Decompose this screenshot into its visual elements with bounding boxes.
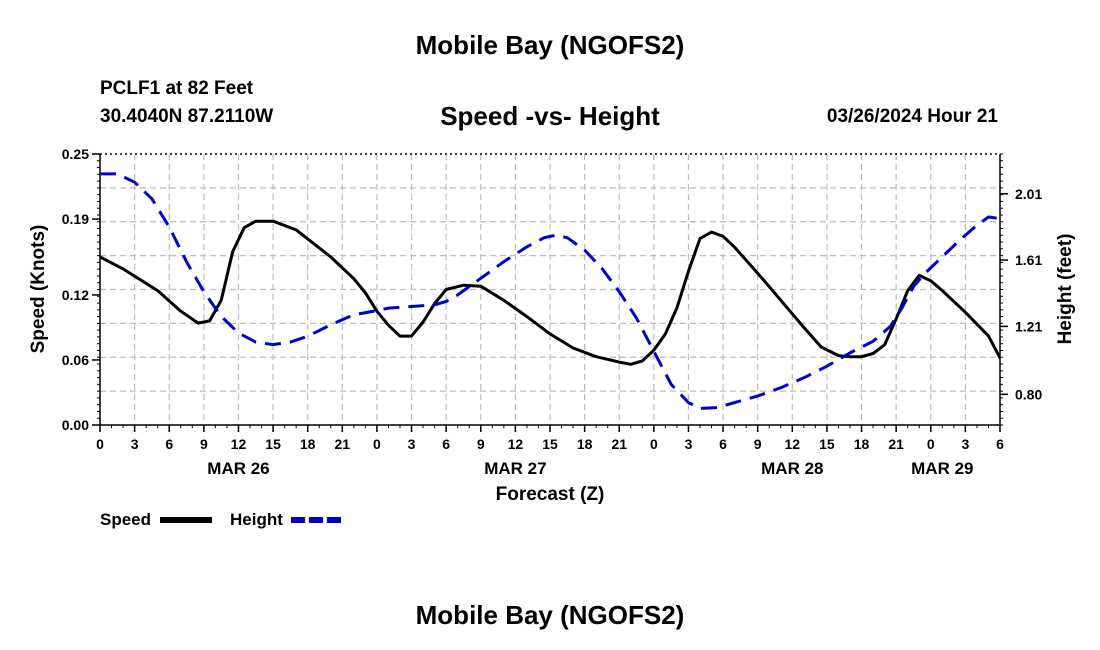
x-tick-label: 3: [961, 436, 969, 452]
bottom-title: Mobile Bay (NGOFS2): [415, 600, 685, 630]
x-tick-label: 0: [373, 436, 381, 452]
x-tick-label: 15: [819, 436, 835, 452]
chart-subtitle: Speed -vs- Height: [440, 101, 660, 131]
x-tick-label: 18: [577, 436, 593, 452]
y-axis-title: Speed (Knots): [28, 225, 49, 354]
y-tick-label: 0.19: [62, 211, 89, 227]
legend: Speed Height: [100, 510, 343, 529]
x-tick-label: 6: [719, 436, 727, 452]
y2-tick-label: 1.21: [1015, 318, 1042, 334]
forecast-datetime: 03/26/2024 Hour 21: [826, 106, 998, 127]
x-tick-label: 15: [542, 436, 558, 452]
x-tick-label: 0: [927, 436, 935, 452]
x-tick-label: 3: [408, 436, 416, 452]
x-tick-label: 15: [265, 436, 281, 452]
y2-tick-label: 2.01: [1015, 186, 1042, 202]
x-tick-label: 3: [131, 436, 139, 452]
x-tick-label: 6: [996, 436, 1004, 452]
x-axis-title: Forecast (Z): [496, 484, 605, 505]
x-tick-label: 6: [442, 436, 450, 452]
legend-label-height: Height: [230, 510, 283, 529]
series-layer: [100, 172, 1000, 410]
y-tick-label: 0.25: [62, 146, 89, 162]
x-tick-label: 12: [508, 436, 524, 452]
legend-label-speed: Speed: [100, 510, 151, 529]
y2-tick-label: 0.80: [1015, 386, 1042, 402]
grid-lines: [100, 154, 1000, 425]
date-label: MAR 26: [207, 459, 269, 478]
date-label: MAR 27: [484, 459, 546, 478]
x-tick-label: 21: [611, 436, 627, 452]
date-label: MAR 28: [761, 459, 823, 478]
axes: 0.00 0.06 0.12 0.19 0.25 0.80 1.21 1.61 2.01 0 3 6 9…: [28, 146, 1076, 505]
height-series-line: [100, 172, 1000, 410]
x-tick-label: 18: [300, 436, 316, 452]
date-label: MAR 29: [911, 459, 973, 478]
x-tick-label: 9: [200, 436, 208, 452]
station-coordinates: 30.4040N 87.2110W: [100, 106, 274, 127]
x-tick-label: 0: [96, 436, 104, 452]
x-tick-label: 18: [854, 436, 870, 452]
x-tick-label: 12: [785, 436, 801, 452]
x-tick-label: 12: [231, 436, 247, 452]
x-tick-label: 21: [888, 436, 904, 452]
y2-tick-label: 1.61: [1015, 252, 1042, 268]
x-tick-label: 21: [335, 436, 351, 452]
speed-series-line: [100, 219, 1000, 366]
y-tick-label: 0.00: [62, 417, 89, 433]
x-tick-label: 0: [650, 436, 658, 452]
chart-main-title: Mobile Bay (NGOFS2): [415, 30, 685, 60]
y2-axis-title: Height (feet): [1055, 234, 1076, 345]
x-tick-label: 9: [754, 436, 762, 452]
x-tick-label: 6: [165, 436, 173, 452]
station-label: PCLF1 at 82 Feet: [100, 78, 254, 99]
x-tick-label: 3: [685, 436, 693, 452]
y-tick-label: 0.06: [62, 352, 89, 368]
x-tick-label: 9: [477, 436, 485, 452]
y-tick-label: 0.12: [62, 287, 89, 303]
